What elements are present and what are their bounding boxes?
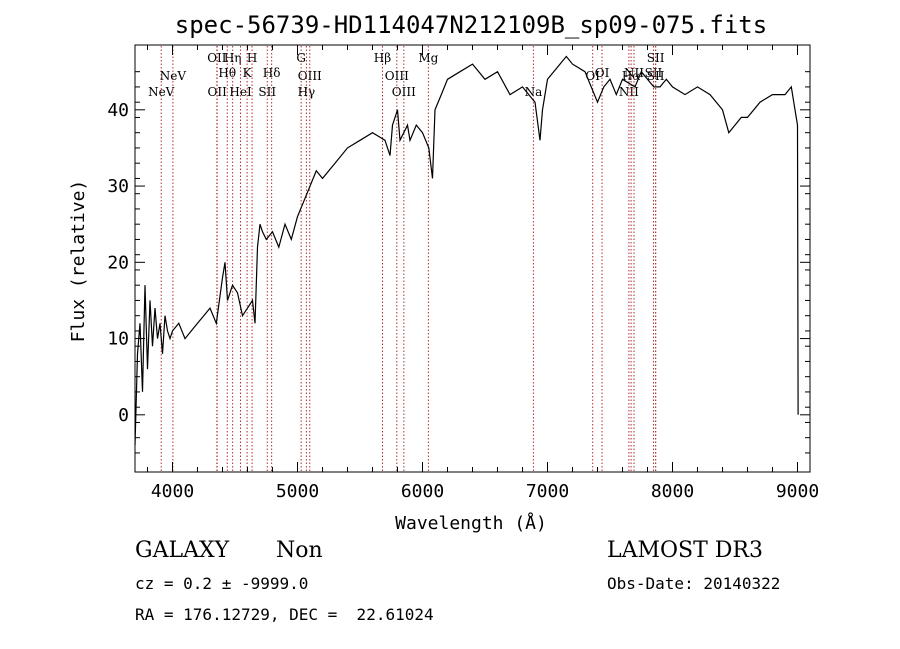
emission-line-label: NII — [619, 85, 639, 99]
y-tick-label: 10 — [107, 329, 129, 350]
emission-line-label: Hη — [224, 51, 242, 65]
emission-line-label: OII — [208, 85, 228, 99]
obs-date: Obs-Date: 20140322 — [607, 574, 781, 593]
emission-line-label: Mg — [418, 51, 438, 65]
emission-line-label: SII — [645, 66, 663, 80]
coordinates-text: RA = 176.12729, DEC = 22.61024 — [135, 605, 434, 624]
emission-line-label: SII — [258, 85, 276, 99]
emission-line-label: OIII — [385, 69, 409, 83]
emission-line-label: OI — [595, 66, 610, 80]
emission-line-label: Hγ — [298, 85, 316, 99]
emission-line-label: SII — [647, 69, 665, 83]
y-tick-label: 0 — [118, 405, 129, 426]
emission-line-label: OI — [585, 69, 600, 83]
x-tick-label: 5000 — [276, 481, 319, 502]
emission-line-label: Hα — [622, 69, 641, 83]
plot-frame — [134, 44, 811, 473]
object-subclass: Non — [276, 538, 323, 563]
emission-line-label: SII — [647, 51, 665, 65]
emission-line-label: NeV — [148, 85, 175, 99]
emission-line-label: H — [247, 51, 257, 65]
x-tick-label: 7000 — [526, 481, 569, 502]
emission-line-label: K — [243, 66, 253, 80]
y-tick-label: 30 — [107, 176, 129, 197]
y-axis-label: Flux (relative) — [68, 180, 89, 343]
object-class: GALAXY — [135, 538, 230, 563]
series-layer — [134, 55, 799, 446]
emission-line-label: OIII — [298, 69, 322, 83]
emission-line-label: Hδ — [263, 66, 281, 80]
emission-line-label: NeV — [160, 69, 187, 83]
y-tick-label: 40 — [107, 100, 129, 121]
redshift-text: cz = 0.2 ± -9999.0 — [135, 574, 309, 593]
x-tick-label: 9000 — [776, 481, 819, 502]
emission-line-label: HeI — [229, 85, 252, 99]
x-tick-label: 6000 — [401, 481, 444, 502]
x-axis-label: Wavelength (Å) — [395, 512, 547, 534]
x-tick-label: 8000 — [651, 481, 694, 502]
x-tick-label: 4000 — [151, 481, 194, 502]
emission-line-label: OIII — [392, 85, 416, 99]
survey-name: LAMOST DR3 — [607, 538, 763, 563]
chart-title: spec-56739-HD114047N212109B_sp09-075.fit… — [175, 11, 767, 39]
emission-line-label: Hβ — [374, 51, 391, 65]
emission-line-label: Hθ — [218, 66, 236, 80]
emission-lines: NeVNeVOIIOIIHηHθHeIKHHδSIIGOIIIHγHβOIIIO… — [148, 46, 665, 471]
spectrum-line — [134, 55, 799, 446]
y-tick-label: 20 — [107, 252, 129, 273]
axes: 4000 5000 6000 7000 8000 9000 0 10 20 30 40 — [107, 45, 819, 502]
emission-line-label: G — [296, 51, 306, 65]
